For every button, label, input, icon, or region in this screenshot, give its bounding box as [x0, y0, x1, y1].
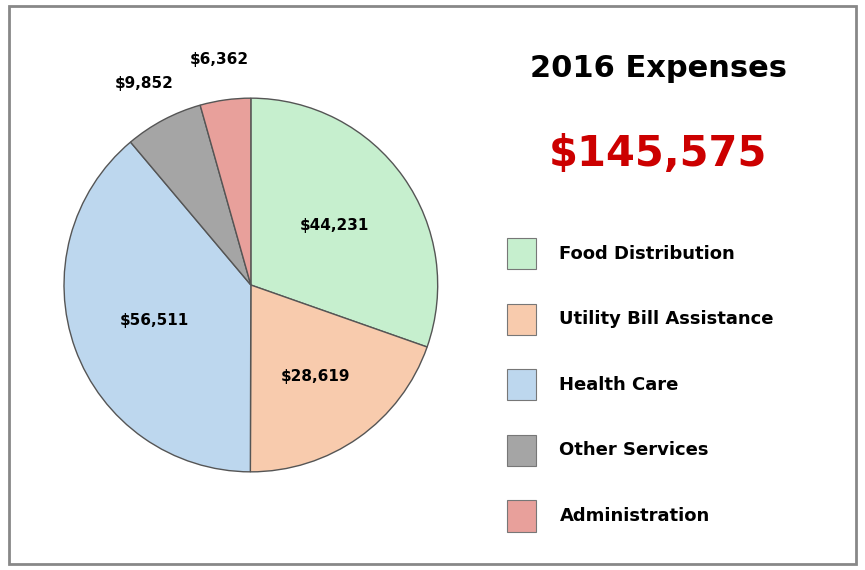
Bar: [507, 500, 535, 531]
Text: $145,575: $145,575: [549, 133, 767, 175]
Text: Utility Bill Assistance: Utility Bill Assistance: [560, 310, 774, 328]
Wedge shape: [251, 98, 438, 347]
Bar: [507, 369, 535, 400]
Text: $6,362: $6,362: [190, 52, 249, 67]
Text: Other Services: Other Services: [560, 441, 709, 459]
Wedge shape: [200, 98, 251, 285]
Text: $44,231: $44,231: [300, 218, 369, 233]
Text: $56,511: $56,511: [119, 312, 189, 328]
Text: 2016 Expenses: 2016 Expenses: [529, 54, 786, 83]
Bar: [507, 303, 535, 335]
Text: $9,852: $9,852: [115, 76, 174, 91]
Text: Administration: Administration: [560, 507, 709, 525]
Bar: [507, 238, 535, 269]
Text: Health Care: Health Care: [560, 376, 679, 394]
Wedge shape: [131, 105, 251, 285]
Wedge shape: [64, 142, 251, 472]
Text: $28,619: $28,619: [281, 369, 350, 384]
Wedge shape: [250, 285, 427, 472]
Bar: [507, 434, 535, 466]
Text: Food Distribution: Food Distribution: [560, 245, 735, 263]
